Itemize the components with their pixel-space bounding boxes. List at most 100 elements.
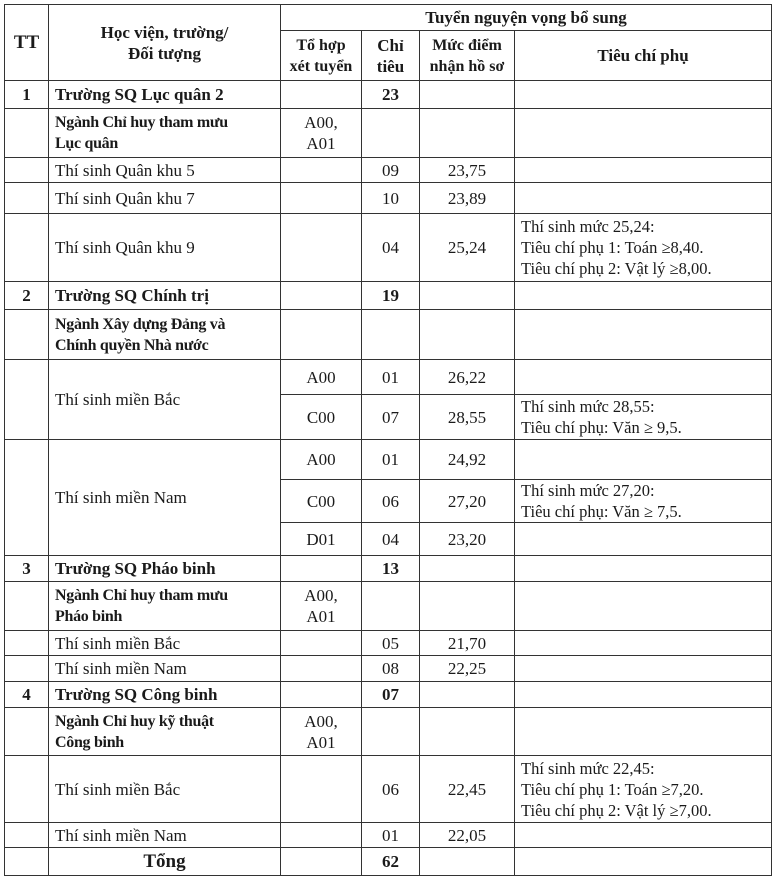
quota-cell: 07 <box>361 394 420 440</box>
combo-cell <box>280 755 362 823</box>
row-number: 3 <box>4 555 49 582</box>
score-cell: 25,24 <box>419 213 515 282</box>
admission-table: TT Học viện, trường/ Đối tượng Tuyển ngu… <box>4 4 772 876</box>
table-row: C00 06 27,20 Thí sinh mức 27,20: Tiêu chí p… <box>5 479 772 523</box>
header-criteria: Tiêu chí phụ <box>514 30 772 81</box>
group-name: Thí sinh miền Nam <box>48 655 281 682</box>
criteria-cell: Thí sinh mức 27,20: Tiêu chí phụ: Văn ≥ … <box>514 479 772 523</box>
group-name: Thí sinh miền Nam <box>48 822 281 848</box>
score-cell: 23,75 <box>419 157 515 183</box>
combo-cell <box>280 630 362 656</box>
row-number: 4 <box>4 681 49 708</box>
combo-cell <box>280 822 362 848</box>
major-name: Ngành Chỉ huy tham mưu Pháo binh <box>48 581 281 631</box>
score-cell: 24,92 <box>419 439 515 480</box>
criteria-cell: Thí sinh mức 22,45: Tiêu chí phụ 1: Toán… <box>514 755 772 823</box>
group-name: Thí sinh miền Bắc <box>48 359 281 440</box>
header-quota: Chỉ tiêu <box>361 30 420 81</box>
combo-cell: A00, A01 <box>280 581 362 631</box>
row-number <box>4 755 49 823</box>
row-number <box>4 108 49 158</box>
combo-cell <box>280 847 362 876</box>
combo-cell: C00 <box>280 394 362 440</box>
header-tt: TT <box>4 4 49 81</box>
table-row: Thí sinh miền Nam 08 22,25 <box>4 655 772 682</box>
quota-cell: 07 <box>361 681 420 708</box>
combo-cell: C00 <box>280 479 362 523</box>
criteria-cell <box>514 309 772 360</box>
score-cell: 28,55 <box>419 394 515 440</box>
quota-cell: 04 <box>361 213 420 282</box>
quota-cell: 08 <box>361 655 420 682</box>
group-name: Thí sinh miền Bắc <box>48 630 281 656</box>
combo-cell <box>280 80 362 109</box>
combo-cell <box>280 555 362 582</box>
combo-cell: A00, A01 <box>280 707 362 756</box>
table-row: Ngành Chỉ huy tham mưu Lục quân A00, A01 <box>4 108 772 158</box>
group-name: Thí sinh Quân khu 7 <box>48 182 281 214</box>
quota-cell: 01 <box>361 822 420 848</box>
header-group: Tuyển nguyện vọng bổ sung <box>280 4 772 31</box>
criteria-cell <box>514 108 772 158</box>
score-cell <box>419 847 515 876</box>
quota-cell: 10 <box>361 182 420 214</box>
criteria-cell <box>514 359 772 395</box>
row-number <box>4 630 49 656</box>
table-row: Thí sinh miền Bắc 05 21,70 <box>4 630 772 656</box>
table-row: Thí sinh miền Bắc 06 22,45 Thí sinh mức 22,… <box>4 755 772 823</box>
row-number <box>4 157 49 183</box>
row-number <box>4 655 49 682</box>
combo-cell: A00, A01 <box>280 108 362 158</box>
quota-cell: 01 <box>361 439 420 480</box>
total-row: Tổng 62 <box>4 847 772 876</box>
combo-cell: A00 <box>280 359 362 395</box>
score-cell <box>419 309 515 360</box>
row-number <box>4 359 49 440</box>
score-cell <box>419 555 515 582</box>
criteria-cell <box>514 681 772 708</box>
quota-cell <box>361 581 420 631</box>
quota-cell: 09 <box>361 157 420 183</box>
quota-cell <box>361 309 420 360</box>
criteria-cell <box>514 581 772 631</box>
score-cell: 22,05 <box>419 822 515 848</box>
quota-cell: 06 <box>361 479 420 523</box>
group-name: Thí sinh miền Nam <box>48 439 281 556</box>
table-row: 2 Trường SQ Chính trị 19 <box>4 281 772 310</box>
major-name: Ngành Chỉ huy tham mưu Lục quân <box>48 108 281 158</box>
table-row: Thí sinh miền Bắc A00 01 26,22 <box>4 359 772 440</box>
quota-cell <box>361 108 420 158</box>
score-cell: 21,70 <box>419 630 515 656</box>
combo-cell: D01 <box>280 522 362 556</box>
quota-cell <box>361 707 420 756</box>
criteria-cell <box>514 80 772 109</box>
row-number <box>4 439 49 556</box>
score-cell <box>419 581 515 631</box>
row-number <box>4 847 49 876</box>
quota-cell: 01 <box>361 359 420 395</box>
group-name: Thí sinh miền Bắc <box>48 755 281 823</box>
combo-cell <box>280 157 362 183</box>
criteria-cell <box>514 182 772 214</box>
criteria-cell: Thí sinh mức 28,55: Tiêu chí phụ: Văn ≥ … <box>514 394 772 440</box>
criteria-cell <box>514 655 772 682</box>
row-number <box>4 581 49 631</box>
criteria-cell <box>514 555 772 582</box>
combo-cell: A00 <box>280 439 362 480</box>
score-cell: 22,25 <box>419 655 515 682</box>
quota-cell: 06 <box>361 755 420 823</box>
table-row: 3 Trường SQ Pháo binh 13 <box>4 555 772 582</box>
score-cell: 23,20 <box>419 522 515 556</box>
header-score: Mức điểm nhận hồ sơ <box>419 30 515 81</box>
quota-cell: 19 <box>361 281 420 310</box>
table-row: Ngành Xây dựng Đảng và Chính quyền Nhà n… <box>4 309 772 360</box>
table-row: D01 04 23,20 <box>5 522 772 556</box>
quota-cell: 05 <box>361 630 420 656</box>
row-number <box>4 213 49 282</box>
school-name: Trường SQ Pháo binh <box>48 555 281 582</box>
criteria-cell: Thí sinh mức 25,24: Tiêu chí phụ 1: Toán… <box>514 213 772 282</box>
score-cell <box>419 281 515 310</box>
table-row: Thí sinh Quân khu 7 10 23,89 <box>4 182 772 214</box>
score-cell: 22,45 <box>419 755 515 823</box>
total-quota: 62 <box>361 847 420 876</box>
